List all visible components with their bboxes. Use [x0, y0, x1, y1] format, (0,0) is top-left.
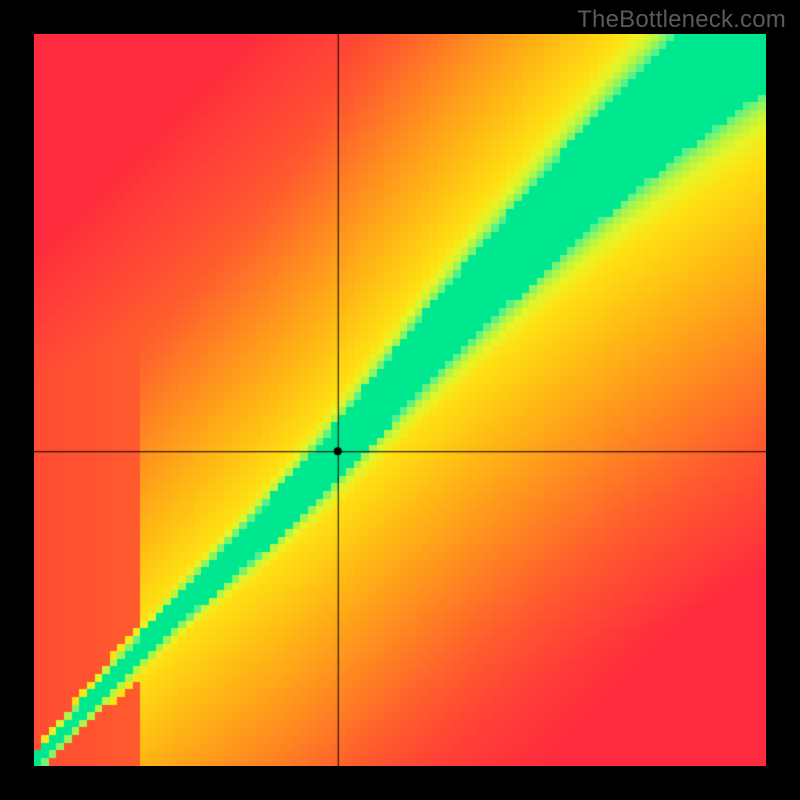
- heatmap-plot: [34, 34, 766, 766]
- chart-container: TheBottleneck.com: [0, 0, 800, 800]
- watermark-text: TheBottleneck.com: [577, 6, 786, 34]
